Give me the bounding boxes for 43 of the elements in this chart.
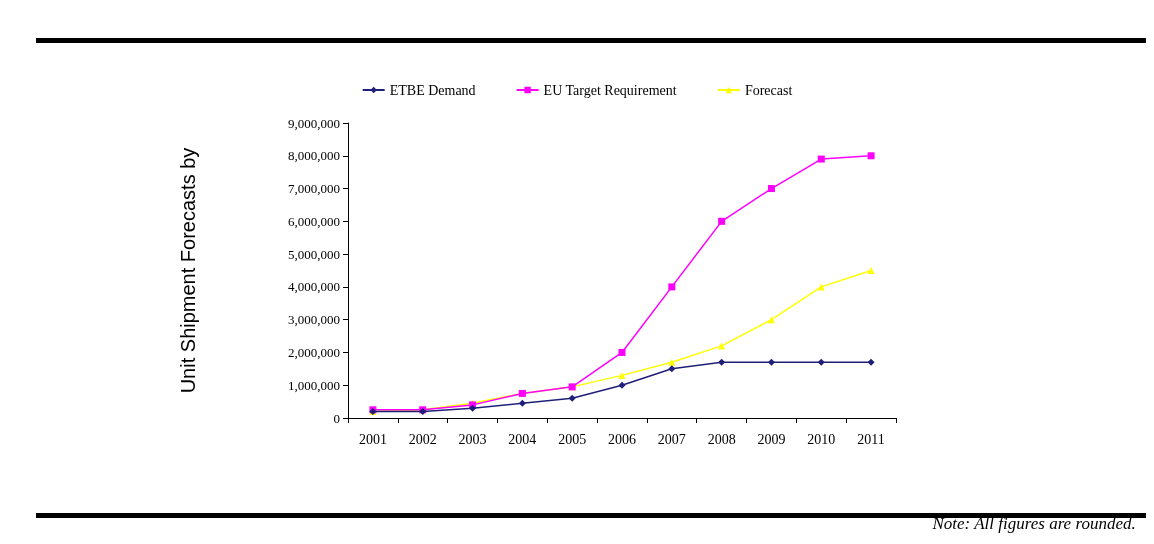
point bbox=[718, 358, 726, 366]
x-tick-label: 2003 bbox=[458, 431, 487, 447]
point bbox=[867, 152, 875, 160]
point bbox=[518, 399, 526, 407]
point bbox=[867, 267, 875, 274]
point bbox=[718, 217, 726, 225]
legend-label: EU Target Requirement bbox=[543, 82, 677, 98]
y-tick-label: 9,000,000 bbox=[288, 115, 340, 131]
x-tick-label: 2007 bbox=[657, 431, 686, 447]
x-tick-label: 2005 bbox=[558, 431, 587, 447]
x-tick-label: 2002 bbox=[408, 431, 437, 447]
point bbox=[668, 283, 676, 291]
point bbox=[618, 371, 626, 379]
legend-label: Forecast bbox=[744, 82, 793, 98]
point bbox=[618, 348, 626, 356]
point bbox=[867, 358, 875, 366]
y-tick-label: 8,000,000 bbox=[288, 148, 340, 164]
x-tick-label: 2008 bbox=[707, 431, 736, 447]
y-tick-label: 7,000,000 bbox=[288, 181, 340, 197]
legend-label: ETBE Demand bbox=[389, 82, 476, 98]
y-tick-label: 2,000,000 bbox=[288, 344, 340, 360]
y-tick-label: 3,000,000 bbox=[288, 312, 340, 328]
x-tick-label: 2011 bbox=[857, 431, 885, 447]
x-tick-label: 2010 bbox=[807, 431, 836, 447]
x-tick-label: 2001 bbox=[358, 431, 387, 447]
point bbox=[767, 316, 775, 324]
y-tick-label: 0 bbox=[333, 410, 340, 426]
point bbox=[767, 358, 775, 366]
point bbox=[668, 365, 676, 373]
point bbox=[767, 185, 775, 193]
y-tick-label: 5,000,000 bbox=[288, 246, 340, 262]
y-tick-label: 4,000,000 bbox=[288, 279, 340, 295]
x-tick-label: 2009 bbox=[757, 431, 786, 447]
point bbox=[817, 358, 825, 366]
y-axis-title: Unit Shipment Forecasts by bbox=[177, 147, 199, 394]
y-tick-label: 1,000,000 bbox=[288, 377, 340, 393]
point bbox=[817, 155, 825, 163]
x-tick-label: 2004 bbox=[508, 431, 537, 447]
point bbox=[618, 381, 626, 389]
x-tick-label: 2006 bbox=[608, 431, 636, 447]
point bbox=[668, 358, 676, 366]
point bbox=[568, 394, 576, 402]
y-tick-label: 6,000,000 bbox=[288, 213, 340, 229]
